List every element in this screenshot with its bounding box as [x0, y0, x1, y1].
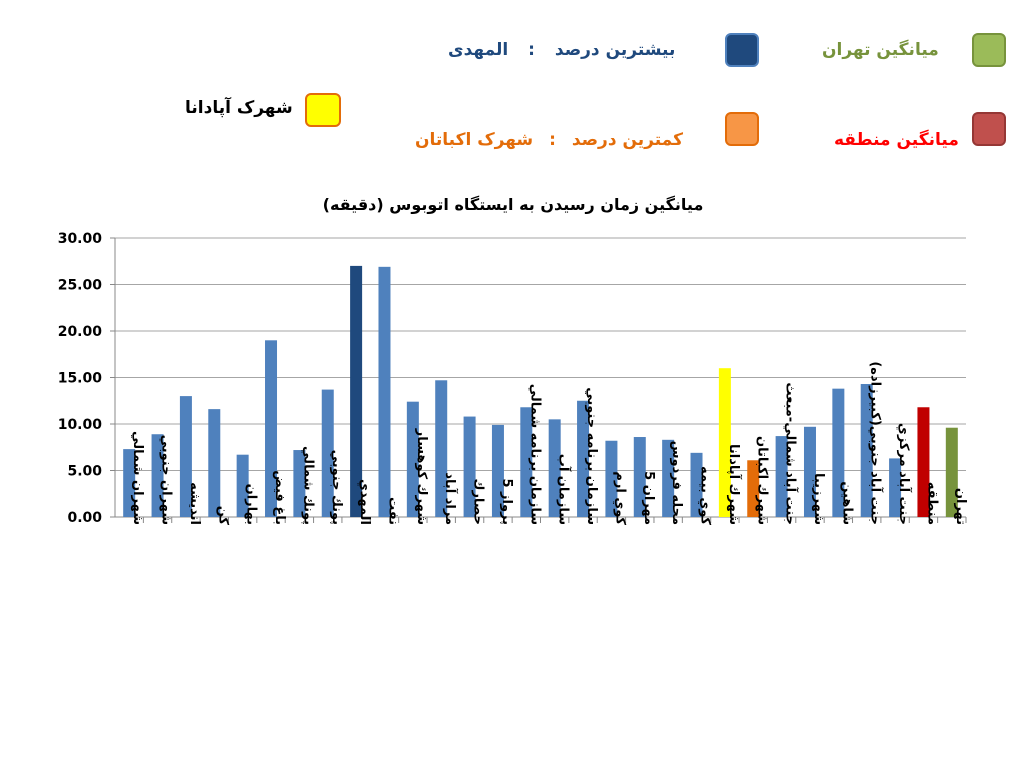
highest-percent-swatch: [725, 33, 759, 67]
x-tick-label: شهرك آپادانا: [726, 444, 743, 525]
x-tick-label: شهرك كوهسار: [414, 428, 429, 525]
bar: [208, 409, 221, 517]
bar: [293, 450, 306, 517]
y-tick-label: 30.00: [58, 231, 103, 247]
x-tick-label: سازمان برنامه جنوبي: [584, 387, 599, 525]
x-tick-label: مراد آباد: [442, 472, 459, 525]
highest-percent-legend: بیشترین درصد : المهدی: [448, 40, 675, 60]
lowest-percent-separator: :: [549, 130, 556, 150]
x-tick-label: بهاران: [244, 484, 259, 525]
bar: [463, 416, 476, 517]
lowest-percent-legend: کمترین درصد : شهرک اکباتان: [415, 130, 683, 150]
tehran-average-legend: میانگین تهران: [822, 40, 939, 60]
bar: [548, 419, 561, 517]
x-tick-label: تهران: [953, 488, 968, 525]
x-tick-label: حصارك: [471, 479, 486, 525]
bar: [491, 424, 504, 517]
x-tick-label: جنت آباد جنوبي(كبيرزاده): [868, 361, 885, 525]
y-tick-label: 15.00: [58, 371, 103, 387]
x-tick-label: كوي بيمه: [698, 466, 713, 525]
bar: [406, 401, 419, 517]
bar: [945, 427, 958, 517]
x-tick-labels: شهران شمالي شهران جنوبي انديشه كن بهاران باغ …: [130, 361, 968, 525]
x-tick-label: شهرك اكباتان: [754, 436, 769, 525]
x-tick-label: جنت آباد شمالي-مبعث: [783, 382, 800, 525]
lowest-percent-label: کمترین درصد: [571, 130, 683, 150]
x-tick-label: كن: [215, 506, 230, 526]
axes: [114, 238, 967, 523]
y-tick-label: 5.00: [67, 464, 102, 480]
bar: [435, 380, 448, 517]
x-tick-label: مهران 5: [641, 471, 656, 525]
bar: [633, 437, 646, 517]
x-tick-label: نفت: [385, 497, 400, 525]
region-average-swatch: [972, 112, 1006, 146]
y-tick-labels: 0.00 5.00 10.00 15.00 20.00 25.00 30.00: [58, 231, 103, 526]
bar: [605, 440, 618, 517]
bar: [179, 396, 192, 517]
bar: [151, 434, 164, 517]
x-tick-label: شهران جنوبي: [159, 435, 174, 525]
bar: [265, 340, 278, 517]
region-average-legend: میانگین منطقه: [834, 130, 959, 150]
x-tick-label: كوي ارم: [612, 471, 627, 525]
bar: [917, 407, 930, 517]
bar: [378, 266, 391, 517]
bar: [321, 389, 334, 517]
highest-percent-label: بیشترین درصد: [554, 40, 676, 60]
x-tick-label: محله فردوس: [669, 441, 684, 525]
y-tick-label: 25.00: [58, 278, 103, 294]
bar: [803, 426, 816, 517]
bar: [747, 460, 760, 517]
bar: [123, 449, 136, 517]
x-tick-label: پونك جنوبي: [329, 450, 344, 525]
x-tick-label: شهران شمالي: [130, 431, 145, 525]
x-tick-label: انديشه: [187, 482, 202, 525]
y-tick-label: 0.00: [67, 510, 102, 526]
x-tick-label: شهرزيبا: [811, 473, 826, 525]
bar: [350, 265, 363, 517]
highest-percent-value: المهدی: [448, 40, 509, 60]
x-tick-label: سازمان برنامه شمالي: [527, 384, 542, 525]
bars: [123, 265, 958, 517]
bar: [236, 454, 249, 517]
x-tick-label: جنت آباد مركزي: [896, 423, 913, 525]
x-tick-label: منطقه: [924, 482, 939, 525]
bar: [718, 368, 731, 517]
bar: [889, 458, 902, 517]
highest-percent-separator: :: [528, 40, 535, 60]
x-tick-label: شاهين: [839, 481, 854, 525]
apadana-legend: شهرک آپادانا: [185, 98, 293, 118]
bar: [577, 400, 590, 517]
x-tick-label: باغ فيض: [272, 470, 287, 525]
bar: [775, 436, 788, 517]
lowest-percent-swatch: [725, 112, 759, 146]
bar: [520, 407, 533, 517]
bar: [662, 439, 675, 517]
bar: [832, 388, 845, 517]
lowest-percent-value: شهرک اکباتان: [415, 130, 534, 150]
bar: [860, 384, 873, 517]
x-tick-label: پرواز 5: [499, 478, 514, 525]
apadana-swatch: [305, 93, 341, 127]
tehran-average-swatch: [972, 33, 1006, 67]
gridlines: [110, 237, 966, 518]
y-tick-label: 10.00: [58, 417, 103, 433]
y-tick-label: 20.00: [58, 324, 103, 340]
bar: [690, 452, 703, 517]
x-tick-label: سازمان آب: [556, 454, 573, 525]
x-tick-label: المهدي: [357, 479, 372, 525]
x-tick-label: پونك شمالي: [300, 446, 315, 525]
chart-title: میانگین زمان رسیدن به ایستگاه اتوبوس (دق…: [323, 195, 704, 214]
